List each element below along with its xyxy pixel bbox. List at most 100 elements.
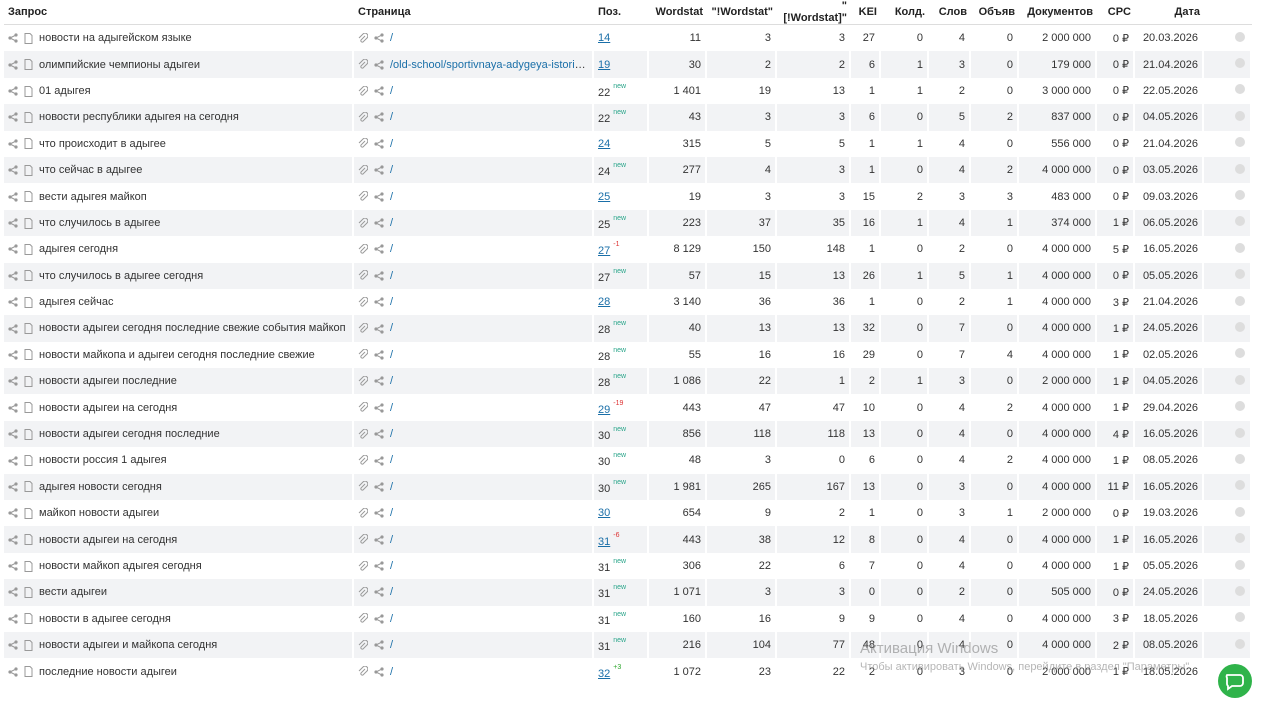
value-cell: 2 bbox=[851, 658, 881, 685]
page-link[interactable]: / bbox=[390, 375, 394, 388]
value-cell: 2 bbox=[929, 236, 971, 263]
page-link[interactable]: / bbox=[390, 190, 394, 203]
value-cell: 1 bbox=[881, 209, 929, 237]
page-cell: / bbox=[354, 341, 594, 369]
value-cell: 0 bbox=[881, 631, 929, 659]
table-row: адыгея сегодня/27-1 8 129 150 148 1 0 2 0 4 000 … bbox=[4, 236, 1252, 263]
column-header: Дата bbox=[1135, 0, 1204, 25]
table-row: что происходит в адыгее/24 315 5 5 1 1 4 0 556 0… bbox=[4, 130, 1252, 157]
status-icon bbox=[1235, 585, 1245, 596]
value-cell: 505 000 bbox=[1019, 579, 1097, 606]
page-link[interactable]: /old-school/sportivnaya-adygeya-istorii-… bbox=[390, 58, 590, 71]
page-link[interactable]: / bbox=[390, 84, 394, 97]
page-link[interactable]: / bbox=[390, 586, 394, 599]
value-cell: 0 bbox=[971, 420, 1019, 448]
position-value[interactable]: 19 bbox=[598, 58, 611, 71]
value-cell: 29.04.2026 bbox=[1135, 394, 1204, 421]
value-cell: 4 ₽ bbox=[1097, 420, 1135, 448]
table-row: новости адыгеи и майкопа сегодня/31new 21… bbox=[4, 631, 1252, 659]
page-link[interactable]: / bbox=[390, 665, 394, 678]
doc-icon bbox=[24, 428, 33, 440]
value-cell: 0 bbox=[971, 579, 1019, 606]
position-value[interactable]: 27 bbox=[598, 245, 611, 258]
position-value[interactable]: 14 bbox=[598, 32, 611, 45]
value-cell: 4 000 000 bbox=[1019, 473, 1097, 501]
value-cell: 7 bbox=[929, 341, 971, 369]
value-cell: 1 bbox=[971, 209, 1019, 237]
position-value[interactable]: 25 bbox=[598, 190, 611, 203]
position-value[interactable]: 32 bbox=[598, 667, 611, 680]
status-icon bbox=[1235, 533, 1245, 544]
position-value[interactable]: 29 bbox=[598, 403, 611, 416]
position-value: 31 bbox=[598, 588, 611, 601]
value-cell: 1 981 bbox=[649, 473, 707, 501]
position-change: new bbox=[613, 426, 627, 434]
query-cell: новости адыгеи на сегодня bbox=[4, 526, 354, 553]
value-cell: 148 bbox=[777, 236, 851, 263]
query-cell: адыгея сегодня bbox=[4, 236, 354, 263]
page-link[interactable]: / bbox=[390, 639, 394, 652]
page-link[interactable]: / bbox=[390, 454, 394, 467]
query-cell: новости адыгеи последние bbox=[4, 368, 354, 395]
value-cell: 19.03.2026 bbox=[1135, 500, 1204, 527]
position-value[interactable]: 30 bbox=[598, 507, 611, 520]
value-cell: 2 000 000 bbox=[1019, 368, 1097, 395]
doc-icon bbox=[24, 32, 33, 44]
share-icon bbox=[8, 455, 18, 466]
share-icon bbox=[374, 192, 384, 202]
page-link[interactable]: / bbox=[390, 612, 394, 625]
page-link[interactable]: / bbox=[390, 533, 394, 546]
page-link[interactable]: / bbox=[390, 348, 394, 361]
share-icon bbox=[8, 403, 18, 413]
value-cell: 1 bbox=[971, 288, 1019, 316]
value-cell: 2 bbox=[777, 500, 851, 527]
query-cell: новости адыгеи на сегодня bbox=[4, 394, 354, 421]
page-cell: / bbox=[354, 368, 594, 395]
page-link[interactable]: / bbox=[390, 480, 394, 493]
page-link[interactable]: / bbox=[390, 428, 394, 441]
clip-icon bbox=[358, 455, 368, 465]
value-cell: 277 bbox=[649, 156, 707, 184]
clip-icon bbox=[358, 349, 368, 360]
value-cell: 11 bbox=[649, 25, 707, 52]
value-cell: 0 bbox=[777, 447, 851, 474]
value-cell: 36 bbox=[777, 288, 851, 316]
position-value[interactable]: 24 bbox=[598, 137, 611, 150]
value-cell: 3 bbox=[929, 183, 971, 210]
page-link[interactable]: / bbox=[390, 32, 394, 45]
page-link[interactable]: / bbox=[390, 243, 394, 256]
value-cell: 3 bbox=[707, 25, 777, 52]
page-link[interactable]: / bbox=[390, 111, 394, 124]
query-cell: новости майкопа и адыгеи сегодня последн… bbox=[4, 341, 354, 369]
value-cell: 23 bbox=[707, 658, 777, 685]
page-link[interactable]: / bbox=[390, 322, 394, 335]
value-cell: 3 bbox=[777, 579, 851, 606]
value-cell: 2 bbox=[929, 77, 971, 105]
value-cell: 1 bbox=[851, 156, 881, 184]
page-link[interactable]: / bbox=[390, 216, 394, 229]
value-cell: 6 bbox=[851, 104, 881, 131]
share-icon bbox=[374, 640, 384, 650]
value-cell: 1 bbox=[881, 368, 929, 395]
value-cell: 4 bbox=[929, 605, 971, 632]
page-link[interactable]: / bbox=[390, 507, 394, 520]
value-cell: 8 bbox=[851, 526, 881, 553]
value-cell: 5 bbox=[777, 130, 851, 157]
value-cell: 1 ₽ bbox=[1097, 447, 1135, 474]
share-icon bbox=[374, 376, 384, 386]
page-link[interactable]: / bbox=[390, 401, 394, 414]
page-link[interactable]: / bbox=[390, 164, 394, 177]
position-value[interactable]: 31 bbox=[598, 535, 611, 548]
page-link[interactable]: / bbox=[390, 269, 394, 282]
value-cell: 3 bbox=[777, 156, 851, 184]
value-cell: 0 bbox=[881, 526, 929, 553]
page-link[interactable]: / bbox=[390, 560, 394, 572]
value-cell: 1 ₽ bbox=[1097, 209, 1135, 237]
table-row: адыгея сейчас/28 3 140 36 36 1 0 2 1 4 000 000 3 … bbox=[4, 288, 1252, 316]
chat-button[interactable] bbox=[1218, 664, 1252, 698]
position-value[interactable]: 28 bbox=[598, 296, 611, 309]
page-link[interactable]: / bbox=[390, 137, 394, 150]
page-link[interactable]: / bbox=[390, 296, 394, 309]
value-cell: 2 bbox=[707, 51, 777, 78]
